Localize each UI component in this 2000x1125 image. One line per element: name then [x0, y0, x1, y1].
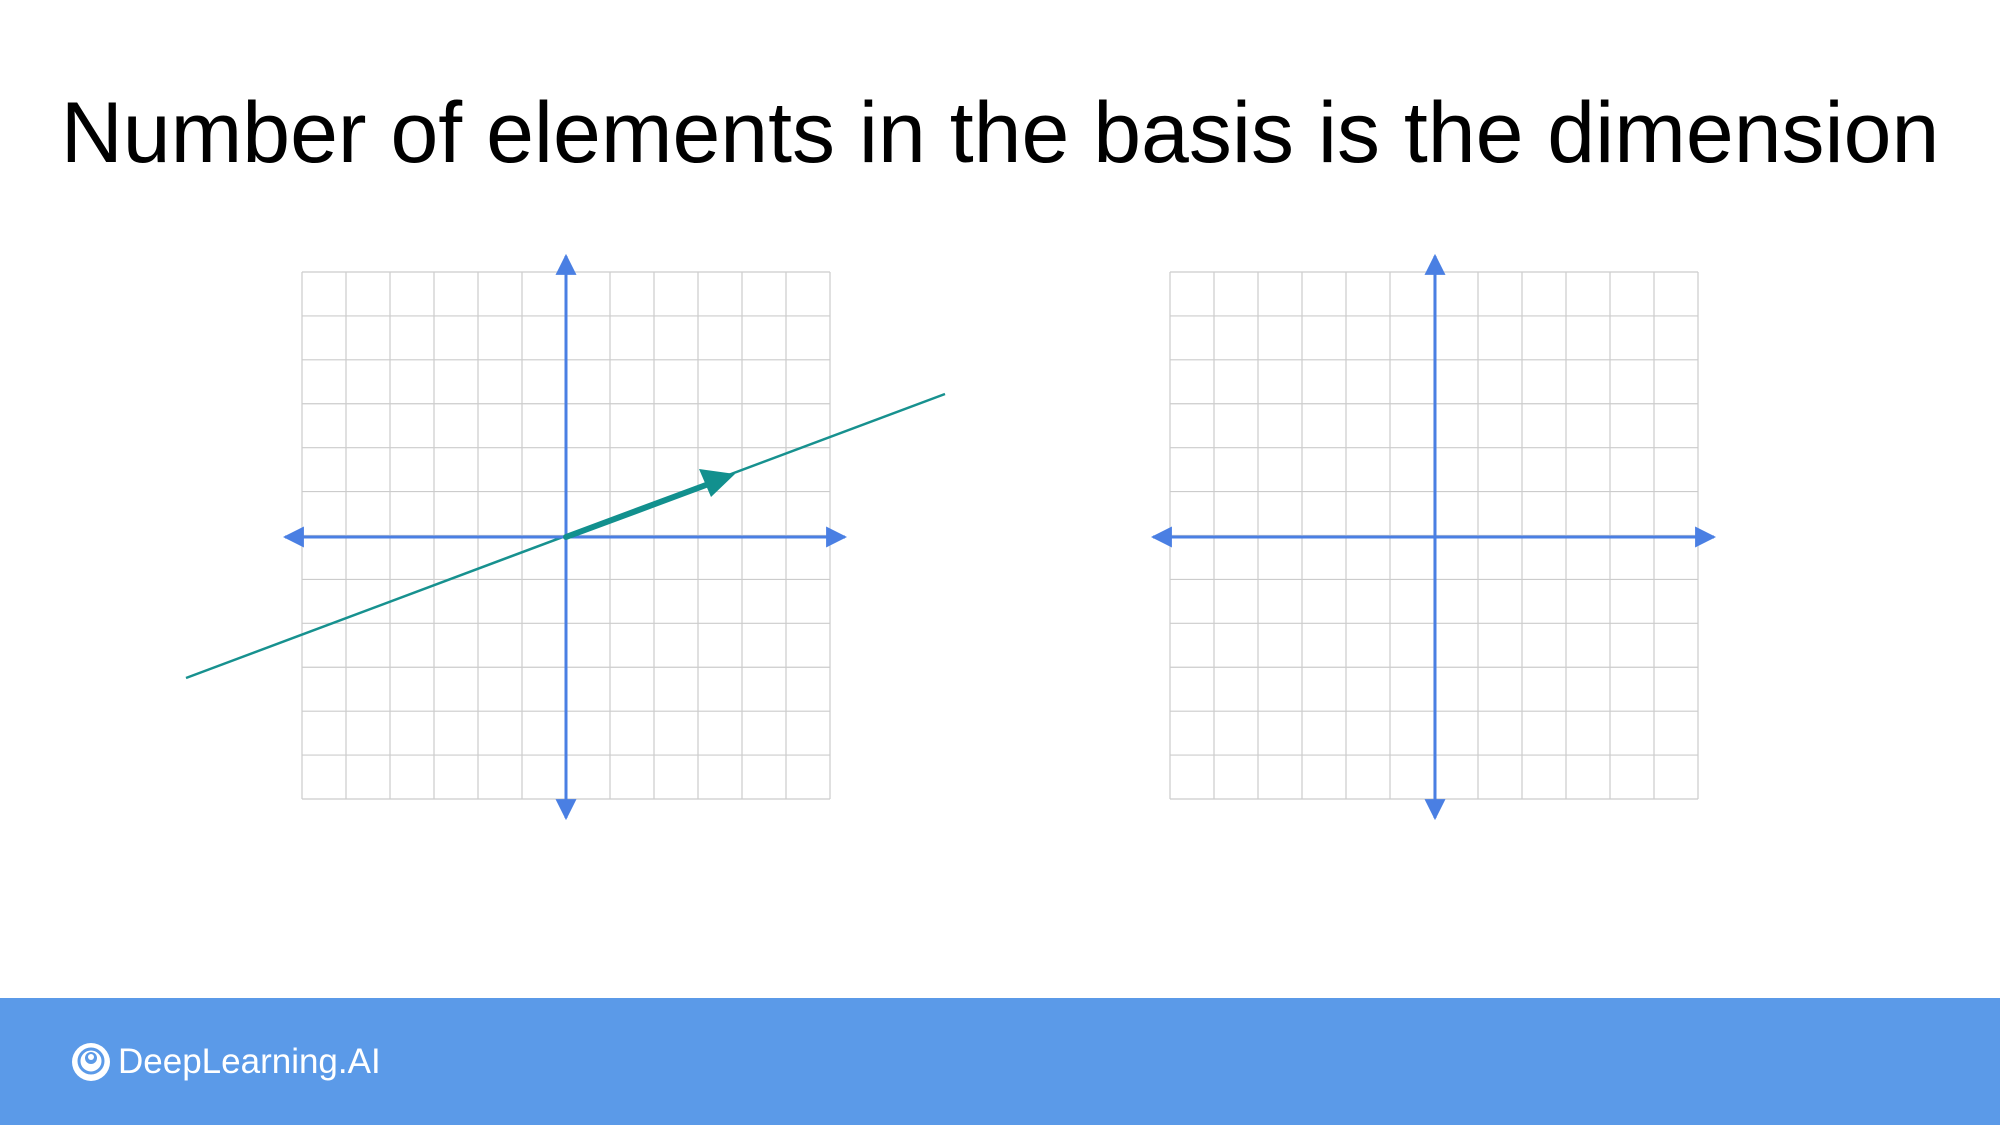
- brand-name: DeepLearning.AI: [118, 1042, 381, 1081]
- footer-bar: DeepLearning.AI: [0, 998, 2000, 1125]
- left-plane: [185, 253, 946, 821]
- right-plane: [1150, 253, 1717, 821]
- brand-logo[interactable]: DeepLearning.AI: [70, 1038, 381, 1086]
- deeplearning-ai-logo-icon: [72, 1043, 110, 1081]
- left-basis-vector-arrowhead: [699, 469, 735, 497]
- slide-title: Number of elements in the basis is the d…: [60, 85, 1940, 181]
- left-basis-vector: [563, 482, 709, 540]
